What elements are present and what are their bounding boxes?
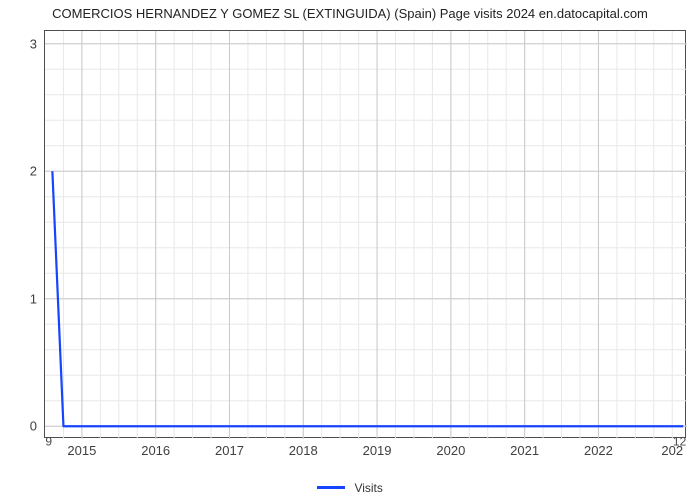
legend: Visits xyxy=(0,480,700,495)
legend-swatch xyxy=(317,486,345,489)
chart-container: COMERCIOS HERNANDEZ Y GOMEZ SL (EXTINGUI… xyxy=(0,0,700,500)
y-tick-label: 0 xyxy=(30,419,45,434)
x-tick-label: 2018 xyxy=(289,437,318,458)
legend-label: Visits xyxy=(354,481,382,495)
x-tick-label: 2017 xyxy=(215,437,244,458)
y-tick-label: 2 xyxy=(30,164,45,179)
x-tick-label: 2022 xyxy=(584,437,613,458)
data-point-label: 9 xyxy=(45,434,52,448)
x-tick-label: 2016 xyxy=(141,437,170,458)
x-tick-label: 2020 xyxy=(436,437,465,458)
y-tick-label: 1 xyxy=(30,291,45,306)
x-tick-label: 2015 xyxy=(67,437,96,458)
y-tick-label: 3 xyxy=(30,36,45,51)
x-tick-label: 2019 xyxy=(363,437,392,458)
chart-title: COMERCIOS HERNANDEZ Y GOMEZ SL (EXTINGUI… xyxy=(0,6,700,21)
plot-svg xyxy=(45,31,687,439)
plot-area: 0123201520162017201820192020202120222029… xyxy=(44,30,686,438)
x-tick-label: 2021 xyxy=(510,437,539,458)
data-point-label: 12 xyxy=(673,434,686,448)
